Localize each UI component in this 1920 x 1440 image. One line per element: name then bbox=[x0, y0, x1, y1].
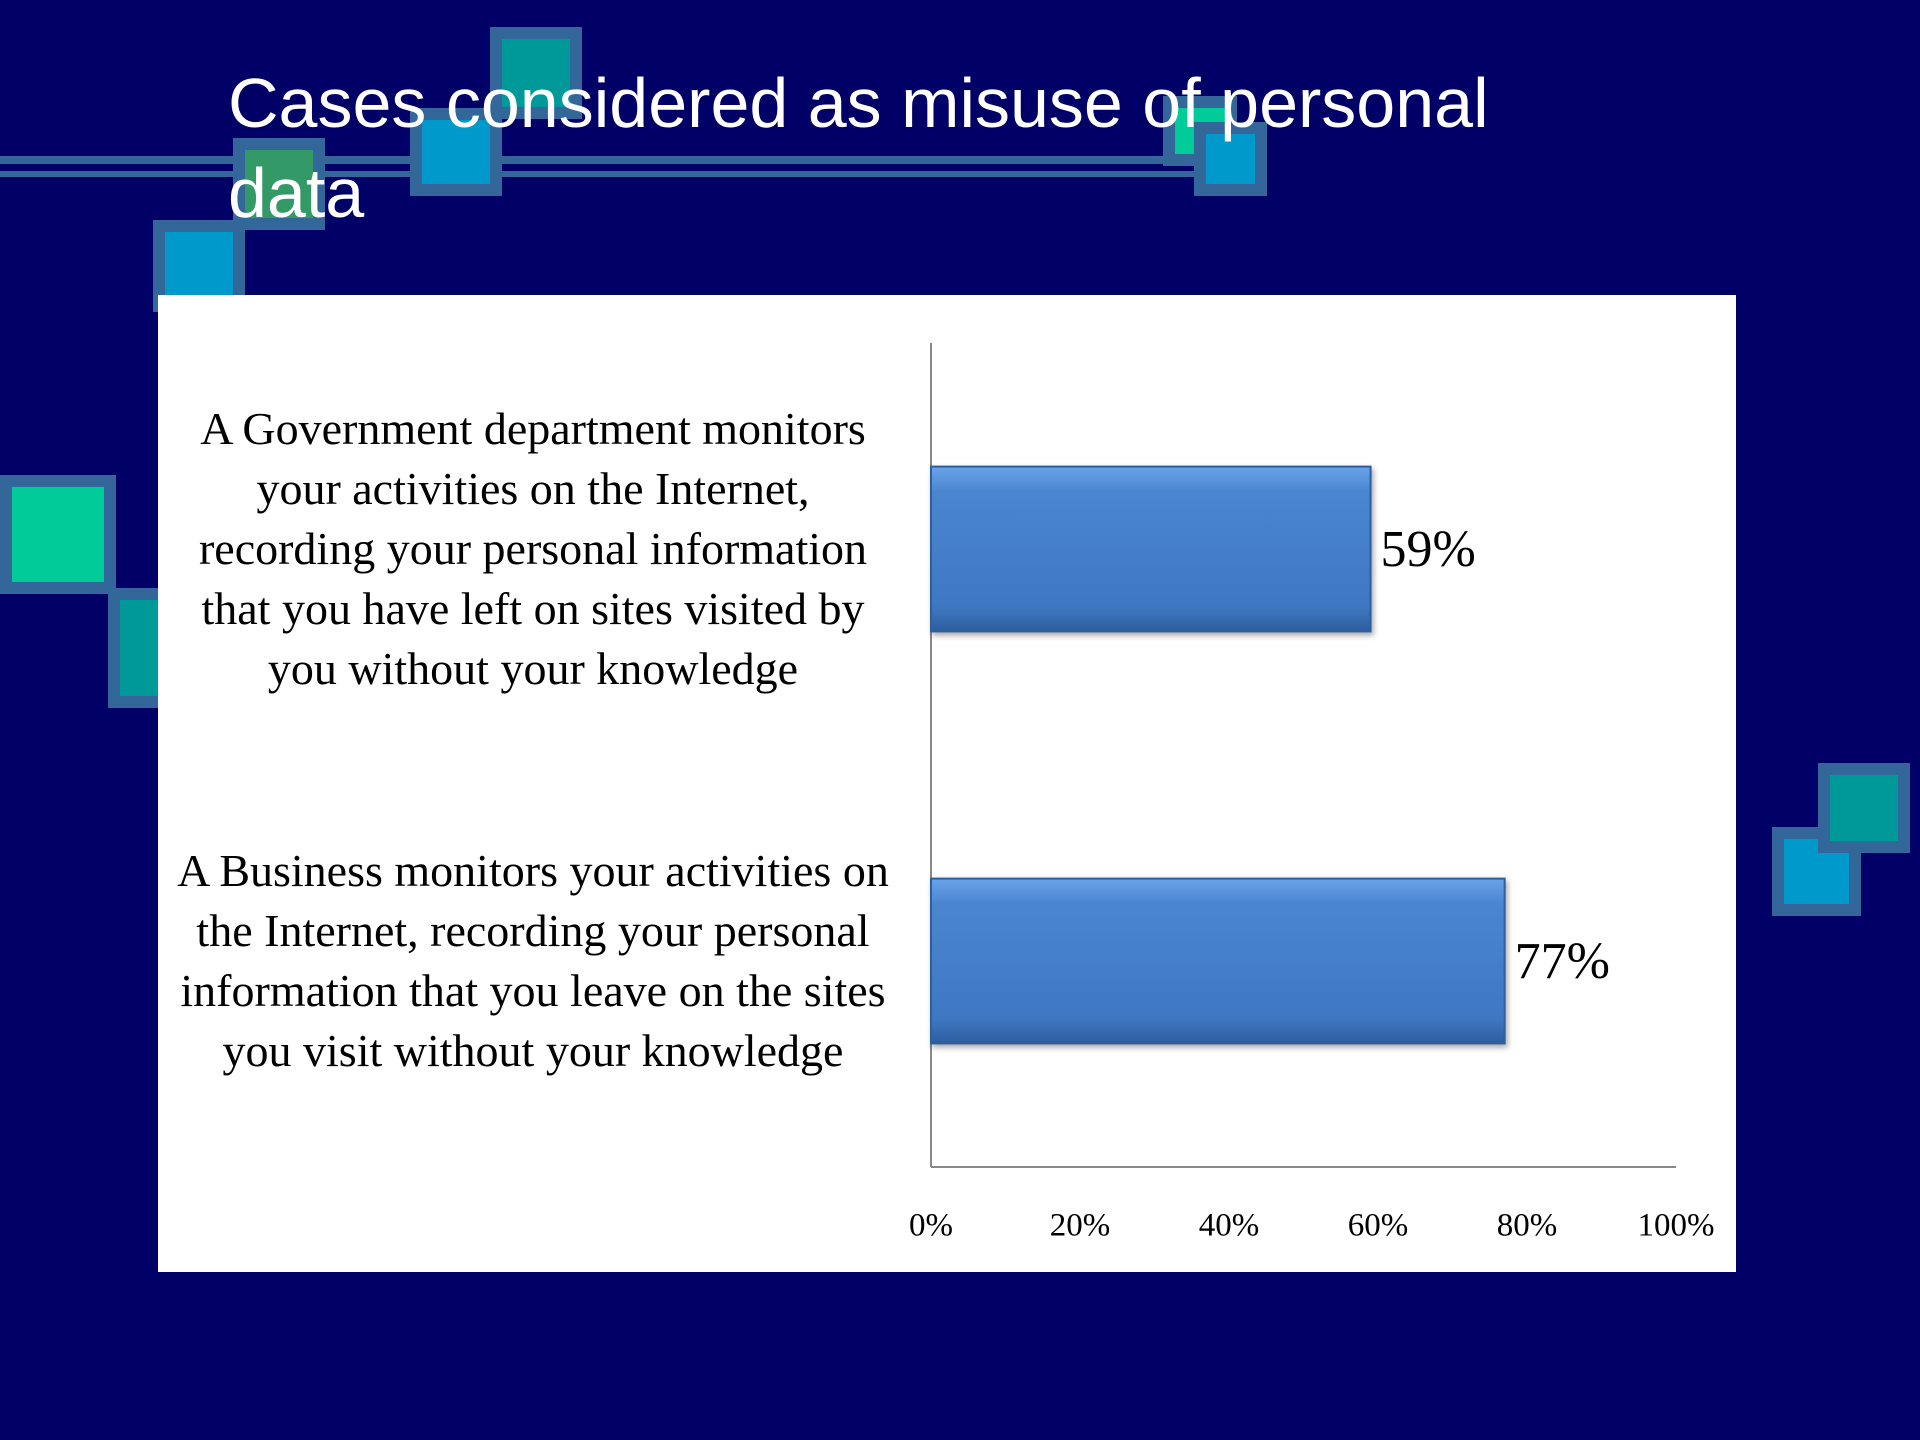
slide-title: Cases considered as misuse of personal d… bbox=[228, 64, 1489, 232]
bar bbox=[930, 877, 1506, 1045]
y-tick-label: A Government department monitors your ac… bbox=[198, 403, 868, 694]
x-tick-label: 100% bbox=[1638, 1208, 1715, 1244]
x-tick-label: 0% bbox=[909, 1208, 953, 1244]
y-tick-label: A Business monitors your activities on t… bbox=[177, 845, 889, 1076]
x-tick-label: 60% bbox=[1348, 1208, 1409, 1244]
bar bbox=[930, 465, 1372, 633]
decoration bbox=[0, 27, 1910, 916]
x-tick-label: 80% bbox=[1497, 1208, 1558, 1244]
value-label: 77% bbox=[1515, 933, 1610, 990]
chart-panel bbox=[158, 295, 1736, 1272]
x-tick-label: 20% bbox=[1050, 1208, 1111, 1244]
value-label: 59% bbox=[1381, 521, 1476, 578]
x-tick-label: 40% bbox=[1199, 1208, 1260, 1244]
